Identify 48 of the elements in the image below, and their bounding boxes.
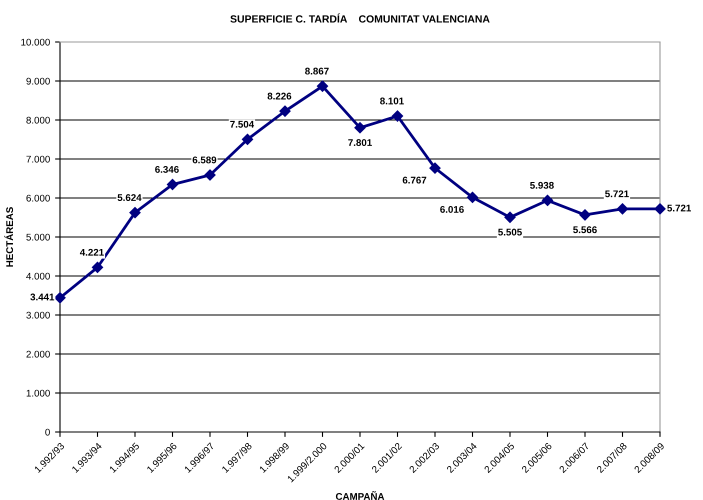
y-tick-label: 6.000 xyxy=(26,194,50,202)
data-label: 6.016 xyxy=(440,206,464,213)
y-tick-label: 10.000 xyxy=(21,38,50,46)
data-label: 7.504 xyxy=(230,120,254,128)
point xyxy=(92,262,104,273)
point xyxy=(429,162,441,174)
point xyxy=(316,80,328,92)
y-tick-label: 3.000 xyxy=(26,312,50,319)
chart-title: SUPERFICIE C. TARDÍA COMUNITAT VALENCIANA xyxy=(230,13,490,23)
y-tick-label: 9.000 xyxy=(26,78,50,85)
point xyxy=(54,292,66,304)
point xyxy=(204,169,216,181)
point xyxy=(354,122,366,134)
data-label: 5.938 xyxy=(530,182,554,189)
y-axis-title: HECTÁREAS xyxy=(4,207,14,267)
point xyxy=(579,209,591,221)
data-label: 3.441 xyxy=(30,294,54,300)
y-tick-label: 0 xyxy=(45,428,50,436)
y-tick-label: 7.000 xyxy=(26,156,50,163)
x-axis-title: CAMPAÑA xyxy=(336,491,384,500)
data-label: 5.505 xyxy=(498,228,522,236)
data-label: 8.867 xyxy=(305,68,329,75)
point xyxy=(129,207,141,218)
point xyxy=(466,192,478,203)
point xyxy=(654,203,666,214)
data-label: 5.721 xyxy=(605,190,629,198)
y-tick-label: 8.000 xyxy=(26,116,50,124)
y-tick-label: 4.000 xyxy=(26,272,50,280)
point xyxy=(616,203,628,214)
data-label: 5.721 xyxy=(667,204,692,212)
data-label: 8.226 xyxy=(268,92,292,100)
y-tick-label: 1.000 xyxy=(26,390,50,397)
data-label: 7.801 xyxy=(348,139,372,146)
data-label: 6.767 xyxy=(402,176,426,184)
point xyxy=(392,110,404,122)
data-label: 5.624 xyxy=(118,194,142,202)
point xyxy=(279,106,291,117)
point xyxy=(542,194,554,206)
point xyxy=(166,178,178,190)
data-label: 6.346 xyxy=(155,166,179,173)
data-label: 4.221 xyxy=(80,248,104,256)
data-label: 6.589 xyxy=(192,156,216,164)
y-tick-label: 2.000 xyxy=(26,350,50,358)
point xyxy=(504,212,516,223)
y-tick-label: 5.000 xyxy=(26,234,50,241)
data-label: 8.101 xyxy=(380,98,404,104)
point xyxy=(242,134,254,145)
data-label: 5.566 xyxy=(573,226,597,234)
